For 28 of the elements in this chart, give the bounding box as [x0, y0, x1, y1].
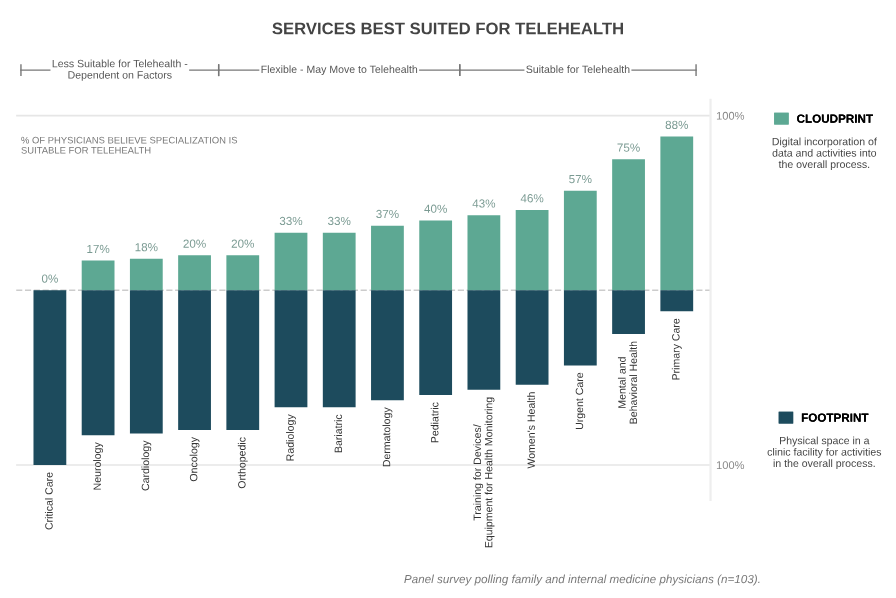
- bar: [660, 290, 694, 312]
- bar: [178, 255, 211, 291]
- bar: [515, 290, 549, 385]
- bar: [322, 290, 356, 408]
- bar: [467, 290, 501, 390]
- bar: [81, 260, 115, 291]
- bar: [419, 290, 453, 396]
- bar: [129, 290, 163, 434]
- bar: [81, 290, 115, 436]
- bar: [660, 136, 694, 291]
- bar: [563, 290, 597, 366]
- bar: [178, 290, 211, 431]
- bar: [419, 220, 453, 291]
- bar: [515, 209, 549, 291]
- bar: [129, 258, 163, 291]
- bar: [563, 190, 597, 291]
- bar: [33, 290, 67, 465]
- bar: [612, 159, 645, 291]
- bar: [612, 290, 645, 334]
- bar: [467, 215, 501, 291]
- bar: [322, 232, 356, 291]
- bar: [371, 225, 404, 291]
- chart-title: SERVICES BEST SUITED FOR TELEHEALTH: [272, 22, 623, 35]
- bar: [371, 290, 404, 401]
- bar: [274, 232, 308, 291]
- bar: [274, 290, 308, 408]
- bar: [226, 255, 260, 291]
- bar: [226, 290, 260, 431]
